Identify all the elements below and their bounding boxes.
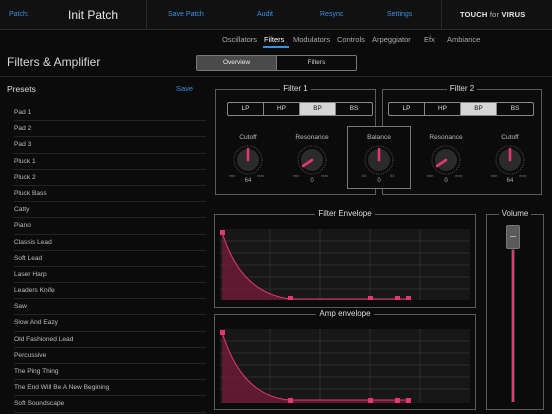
filter2-cutoff-label: Cutoff <box>501 134 519 141</box>
divider <box>441 0 442 30</box>
preset-list: Pad 1 Pad 2 Pad 3 Pluck 1 Pluck 2 Pluck Bass C… <box>14 105 206 413</box>
filter2-type-lp[interactable]: LP <box>389 103 425 115</box>
presets-title: Presets <box>7 84 36 94</box>
filter1-type-selector: LP HP BP BS <box>227 102 373 116</box>
filter1-cutoff-label: Cutoff <box>239 134 257 141</box>
segment-overview[interactable]: Overview <box>197 56 276 70</box>
save-patch-button[interactable]: Save Patch <box>168 11 204 18</box>
filter1-cutoff-knob[interactable] <box>233 145 263 175</box>
top-bar: Patch: Init Patch Save Patch Audit Resyn… <box>0 0 552 30</box>
preset-item[interactable]: Soft Lead <box>14 251 206 267</box>
section-tabs: Oscillators Filters Modulators Controls … <box>0 30 552 52</box>
balance-knob[interactable] <box>364 145 394 175</box>
tab-oscillators[interactable]: Oscillators <box>222 35 258 44</box>
filter1-cutoff-max: max <box>257 173 265 178</box>
filter1-title: Filter 1 <box>280 84 311 93</box>
filter2-type-bs[interactable]: BS <box>510 105 520 112</box>
volume-panel: Volume <box>486 209 544 410</box>
tab-controls[interactable]: Controls <box>337 35 365 44</box>
segment-divider <box>276 56 277 70</box>
preset-item[interactable]: Classis Lead <box>14 235 206 251</box>
preset-item[interactable]: Pluck 2 <box>14 170 206 186</box>
filter1-resonance-value: 0 <box>310 178 314 184</box>
patch-label: Patch: <box>9 11 29 18</box>
filter2-type-selector: LP HP BP BS <box>388 102 534 116</box>
filter1-resonance-label: Resonance <box>295 134 329 141</box>
filter2-type-bp[interactable]: BP <box>461 103 497 115</box>
tab-arpeggiator[interactable]: Arpeggiator <box>372 35 411 44</box>
preset-item[interactable]: Soft Soundscape <box>14 396 206 413</box>
filter2-resonance-knob[interactable] <box>431 145 461 175</box>
header-divider <box>0 76 552 77</box>
divider <box>146 0 147 30</box>
filter2-title: Filter 2 <box>446 84 478 93</box>
preset-item[interactable]: Catty <box>14 202 206 219</box>
view-segmented-control: Overview Filters <box>196 55 357 71</box>
filter-envelope-panel: Filter Envelope <box>214 209 476 308</box>
preset-item[interactable]: Pad 2 <box>14 121 206 138</box>
preset-item[interactable]: Old Fashioned Lead <box>14 332 206 348</box>
segment-filters[interactable]: Filters <box>307 59 326 66</box>
page-title: Filters & Amplifier <box>7 55 101 69</box>
filter-envelope-graph[interactable] <box>220 229 470 301</box>
volume-title: Volume <box>498 209 532 218</box>
filter2-cutoff-value: 64 <box>506 178 514 184</box>
filter1-resonance-min: min <box>293 173 300 178</box>
balance-value: 0 <box>377 178 381 184</box>
volume-slider-handle[interactable] <box>506 225 520 249</box>
preset-item[interactable]: The Ping Thing <box>14 364 206 381</box>
preset-item[interactable]: Laser Harp <box>14 267 206 284</box>
filter2-cutoff-knob[interactable] <box>495 145 525 175</box>
preset-item[interactable]: Pad 3 <box>14 137 206 154</box>
balance-label: Balance <box>367 134 391 141</box>
amp-envelope-title: Amp envelope <box>316 309 374 318</box>
filter2-cutoff-max: max <box>519 173 527 178</box>
filter2-resonance-label: Resonance <box>429 134 463 141</box>
preset-item[interactable]: Percussive <box>14 348 206 364</box>
resync-button[interactable]: Resync <box>320 11 344 18</box>
volume-level-fill <box>512 250 514 402</box>
touch-for-virus-logo: TOUCH for VIRUS <box>460 0 525 30</box>
patch-name[interactable]: Init Patch <box>68 8 119 22</box>
preset-item[interactable]: Slow And Eazy <box>14 315 206 332</box>
logo-touch: TOUCH <box>460 10 488 19</box>
filter1-type-bp[interactable]: BP <box>300 103 336 115</box>
filter1-resonance-max: max <box>321 173 329 178</box>
balance-left-value: 64 <box>362 173 367 178</box>
tab-modulators[interactable]: Modulators <box>293 35 331 44</box>
tab-filters[interactable]: Filters <box>264 35 285 44</box>
filter1-cutoff-min: min <box>229 173 236 178</box>
presets-save-button[interactable]: Save <box>176 84 194 93</box>
filter1-type-lp[interactable]: LP <box>228 103 264 115</box>
settings-button[interactable]: Settings <box>387 11 413 18</box>
preset-item[interactable]: The End Will Be A New Begining <box>14 380 206 397</box>
amp-envelope-graph[interactable] <box>220 329 470 403</box>
preset-item[interactable]: Saw <box>14 299 206 316</box>
preset-item[interactable]: Pad 1 <box>14 105 206 122</box>
filter1-resonance-knob[interactable] <box>297 145 327 175</box>
filter1-cutoff-value: 64 <box>244 178 252 184</box>
active-tab-indicator <box>263 46 289 48</box>
filter2-resonance-max: max <box>455 173 463 178</box>
tab-efx[interactable]: Efx <box>424 35 435 44</box>
preset-item[interactable]: Piano <box>14 218 206 235</box>
filter-envelope-title: Filter Envelope <box>315 209 375 218</box>
balance-right-value: 63 <box>390 173 395 178</box>
filter2-resonance-value: 0 <box>444 178 448 184</box>
filter2-type-hp[interactable]: HP <box>425 103 461 115</box>
logo-for: for <box>489 10 500 19</box>
preset-item[interactable]: Pluck 1 <box>14 154 206 170</box>
preset-item[interactable]: Leaders Knife <box>14 283 206 300</box>
tab-ambiance[interactable]: Ambiance <box>447 35 481 44</box>
filter2-resonance-min: min <box>427 173 434 178</box>
amp-envelope-panel: Amp envelope <box>214 309 476 410</box>
logo-virus: VIRUS <box>501 10 526 19</box>
audit-button[interactable]: Audit <box>257 11 273 18</box>
filter1-type-bs[interactable]: BS <box>349 105 359 112</box>
preset-item[interactable]: Pluck Bass <box>14 186 206 203</box>
filter2-cutoff-min: min <box>491 173 498 178</box>
filter1-type-hp[interactable]: HP <box>264 103 300 115</box>
